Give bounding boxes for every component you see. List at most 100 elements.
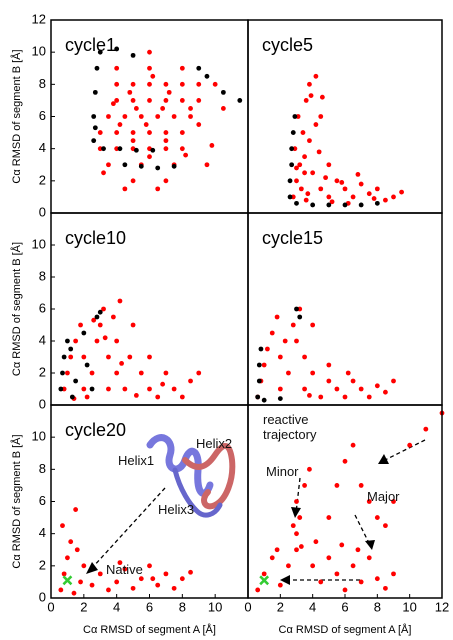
point [308, 93, 314, 98]
point [91, 317, 97, 323]
point [163, 138, 169, 144]
point [307, 393, 312, 398]
point [73, 338, 79, 344]
point [318, 186, 324, 192]
point [133, 147, 139, 153]
point [300, 130, 306, 135]
point [326, 162, 332, 168]
point [106, 354, 111, 360]
point [147, 65, 152, 71]
point [114, 98, 120, 103]
point [130, 138, 136, 144]
panel-title: cycle1 [65, 35, 116, 55]
point [163, 98, 169, 103]
panel [58, 298, 202, 401]
point [258, 346, 264, 352]
point [326, 362, 332, 368]
point [163, 571, 169, 577]
point [220, 106, 226, 111]
point [423, 426, 429, 432]
point [196, 81, 202, 87]
point [196, 122, 202, 127]
point [122, 186, 128, 192]
point [130, 585, 136, 591]
point [298, 186, 304, 192]
point [127, 89, 133, 95]
y-tick-label: 4 [39, 525, 46, 540]
annotation: Minor [266, 464, 299, 479]
point [342, 202, 348, 208]
point [58, 386, 64, 392]
point [138, 370, 144, 376]
arrow-head [280, 575, 290, 585]
point [171, 585, 177, 591]
point [391, 194, 396, 200]
point [358, 202, 364, 208]
point [294, 338, 299, 344]
arrow-head [365, 540, 375, 550]
point [282, 338, 288, 344]
point [68, 539, 74, 545]
point [69, 394, 75, 400]
point [371, 196, 377, 201]
helix-ribbon [172, 467, 223, 518]
point [102, 335, 108, 341]
point [334, 483, 340, 488]
point [65, 555, 70, 561]
point [114, 370, 120, 376]
arrow [354, 514, 371, 546]
point [188, 106, 193, 111]
y-tick-label: 12 [32, 11, 46, 26]
x-tick-label: 0 [47, 599, 54, 614]
point [127, 354, 133, 360]
point [89, 582, 95, 588]
point [101, 170, 106, 176]
point [130, 178, 136, 184]
point [166, 89, 172, 95]
x-tick-label: 2 [80, 599, 87, 614]
point [355, 172, 361, 177]
point [310, 170, 316, 176]
point [89, 370, 95, 376]
point [84, 362, 90, 368]
point [71, 590, 77, 596]
arrow-head [378, 454, 389, 464]
point [133, 393, 139, 398]
point [255, 394, 261, 400]
point [117, 298, 123, 304]
annotation: reactive trajectory [263, 412, 317, 442]
point [220, 89, 226, 95]
point [122, 114, 128, 119]
point [155, 186, 161, 192]
point [355, 547, 361, 553]
point [374, 200, 380, 206]
arrow [91, 487, 166, 569]
panel-title: cycle10 [65, 228, 126, 248]
point [78, 322, 83, 328]
point [345, 370, 351, 376]
point [179, 130, 185, 135]
point [94, 314, 100, 320]
point [294, 200, 299, 206]
point [265, 346, 270, 352]
point [290, 322, 296, 328]
protein-illustration [146, 434, 236, 518]
point [68, 346, 74, 352]
point [318, 114, 324, 119]
y-tick-label: 0 [39, 396, 46, 411]
marker-x [259, 575, 270, 586]
point [209, 143, 215, 148]
y-tick-label: 10 [32, 236, 46, 251]
x-tick-label: 10 [402, 599, 416, 614]
point [155, 394, 161, 400]
point [307, 466, 312, 472]
y-tick-label: 0 [39, 204, 46, 219]
point [196, 65, 202, 71]
point [350, 378, 356, 384]
helix-ribbon [182, 443, 236, 510]
point [334, 178, 340, 184]
point [160, 106, 166, 111]
arrows [91, 439, 426, 581]
